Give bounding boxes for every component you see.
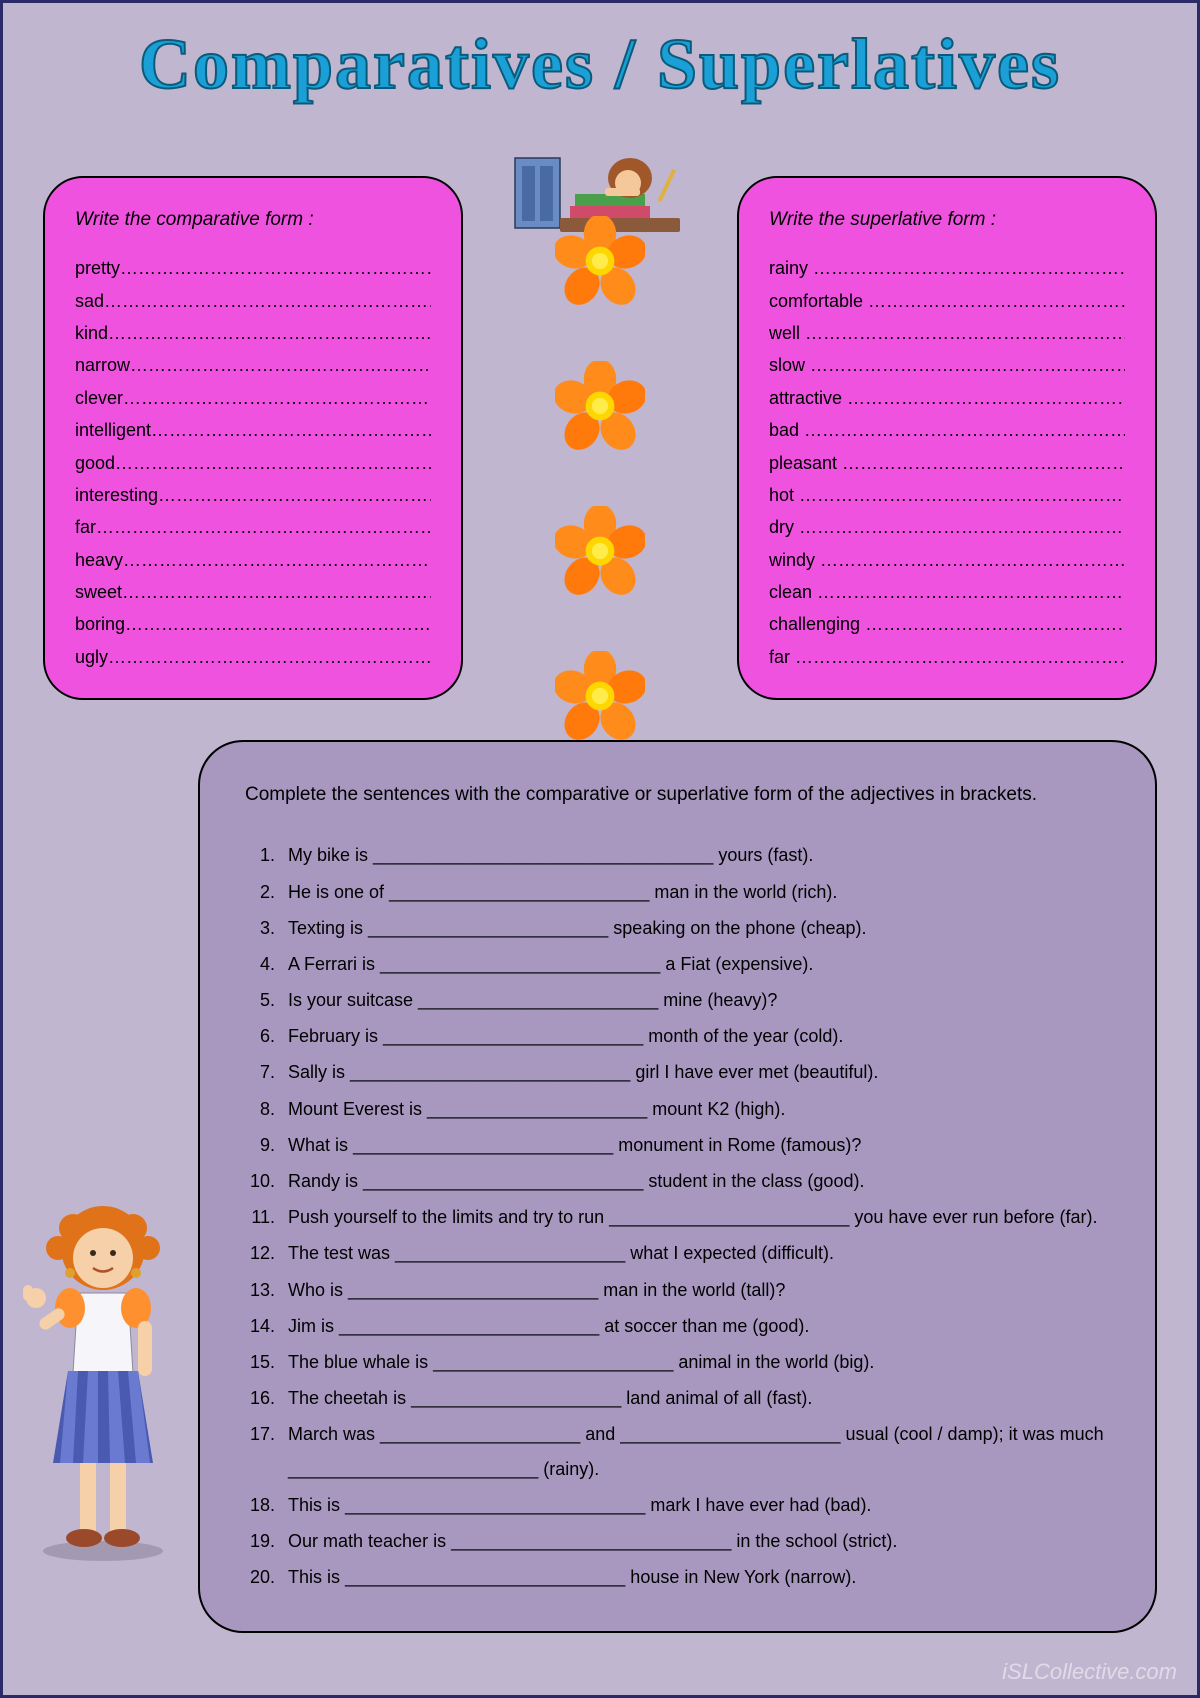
exercise-list: My bike is _____________________________…	[245, 838, 1110, 1596]
word-line[interactable]: pleasant ……………………………………………………………………………………	[769, 447, 1125, 479]
character-illustration	[18, 1193, 188, 1563]
top-boxes-row: Write the comparative form : pretty………………	[3, 176, 1197, 700]
exercise-instruction: Complete the sentences with the comparat…	[245, 777, 1110, 813]
word-line[interactable]: rainy ……………………………………………………………………………………	[769, 252, 1125, 284]
exercise-item[interactable]: Our math teacher is ____________________…	[280, 1524, 1110, 1560]
word-line[interactable]: clean ……………………………………………………………………………………	[769, 576, 1125, 608]
exercise-item[interactable]: The cheetah is _____________________ lan…	[280, 1381, 1110, 1417]
exercise-item[interactable]: Jim is __________________________ at soc…	[280, 1309, 1110, 1345]
exercise-item[interactable]: Is your suitcase _______________________…	[280, 983, 1110, 1019]
word-line[interactable]: far ……………………………………………………………………………………	[769, 641, 1125, 673]
word-line[interactable]: good……………………………………………………………………………………	[75, 447, 431, 479]
exercise-item[interactable]: Who is _________________________ man in …	[280, 1273, 1110, 1309]
word-line[interactable]: interesting………………………………………………………………………………	[75, 479, 431, 511]
exercise-item[interactable]: Sally is ____________________________ gi…	[280, 1055, 1110, 1091]
comparative-box: Write the comparative form : pretty………………	[43, 176, 463, 700]
exercise-item[interactable]: The blue whale is ______________________…	[280, 1345, 1110, 1381]
word-line[interactable]: sad……………………………………………………………………………………	[75, 285, 431, 317]
word-line[interactable]: boring……………………………………………………………………………………	[75, 608, 431, 640]
exercise-item[interactable]: February is __________________________ m…	[280, 1019, 1110, 1055]
word-line[interactable]: hot ……………………………………………………………………………………	[769, 479, 1125, 511]
exercise-item[interactable]: Push yourself to the limits and try to r…	[280, 1200, 1110, 1236]
page-title: Comparatives / Superlatives	[3, 3, 1197, 106]
word-line[interactable]: sweet……………………………………………………………………………………	[75, 576, 431, 608]
word-line[interactable]: attractive ………………………………………………………………………………	[769, 382, 1125, 414]
flower-icon	[555, 506, 645, 596]
exercise-item[interactable]: The test was _______________________ wha…	[280, 1236, 1110, 1272]
word-line[interactable]: heavy……………………………………………………………………………………	[75, 544, 431, 576]
word-line[interactable]: pretty……………………………………………………………………………………	[75, 252, 431, 284]
superlative-box: Write the superlative form : rainy ………………	[737, 176, 1157, 700]
comparative-box-title: Write the comparative form :	[75, 203, 431, 237]
word-line[interactable]: clever……………………………………………………………………………………	[75, 382, 431, 414]
exercise-item[interactable]: Texting is ________________________ spea…	[280, 911, 1110, 947]
exercise-item[interactable]: What is __________________________ monum…	[280, 1128, 1110, 1164]
word-line[interactable]: well ……………………………………………………………………………………	[769, 317, 1125, 349]
exercise-item[interactable]: This is ______________________________ m…	[280, 1488, 1110, 1524]
word-line[interactable]: narrow……………………………………………………………………………………	[75, 349, 431, 381]
exercise-item[interactable]: March was ____________________ and _____…	[280, 1417, 1110, 1487]
exercise-item[interactable]: Mount Everest is ______________________ …	[280, 1092, 1110, 1128]
superlative-box-title: Write the superlative form :	[769, 203, 1125, 237]
exercise-item[interactable]: This is ____________________________ hou…	[280, 1560, 1110, 1596]
exercise-box: Complete the sentences with the comparat…	[198, 740, 1157, 1633]
flower-icon	[555, 651, 645, 741]
flower-icon	[555, 216, 645, 306]
word-line[interactable]: far……………………………………………………………………………………	[75, 511, 431, 543]
watermark: iSLCollective.com	[1002, 1659, 1177, 1685]
word-line[interactable]: bad ……………………………………………………………………………………	[769, 414, 1125, 446]
flower-icon	[555, 361, 645, 451]
word-line[interactable]: kind……………………………………………………………………………………	[75, 317, 431, 349]
exercise-item[interactable]: Randy is ____________________________ st…	[280, 1164, 1110, 1200]
exercise-item[interactable]: My bike is _____________________________…	[280, 838, 1110, 874]
word-line[interactable]: intelligent………………………………………………………………………………	[75, 414, 431, 446]
word-line[interactable]: challenging ……………………………………………………………………………	[769, 608, 1125, 640]
word-line[interactable]: dry ……………………………………………………………………………………	[769, 511, 1125, 543]
word-line[interactable]: ugly……………………………………………………………………………………	[75, 641, 431, 673]
exercise-item[interactable]: He is one of __________________________ …	[280, 875, 1110, 911]
exercise-item[interactable]: A Ferrari is ___________________________…	[280, 947, 1110, 983]
word-line[interactable]: slow ……………………………………………………………………………………	[769, 349, 1125, 381]
word-line[interactable]: comfortable ……………………………………………………………………………	[769, 285, 1125, 317]
word-line[interactable]: windy ……………………………………………………………………………………	[769, 544, 1125, 576]
superlative-word-list: rainy ……………………………………………………………………………………co…	[769, 252, 1125, 673]
flower-decorations	[555, 216, 645, 741]
comparative-word-list: pretty……………………………………………………………………………………sa…	[75, 252, 431, 673]
